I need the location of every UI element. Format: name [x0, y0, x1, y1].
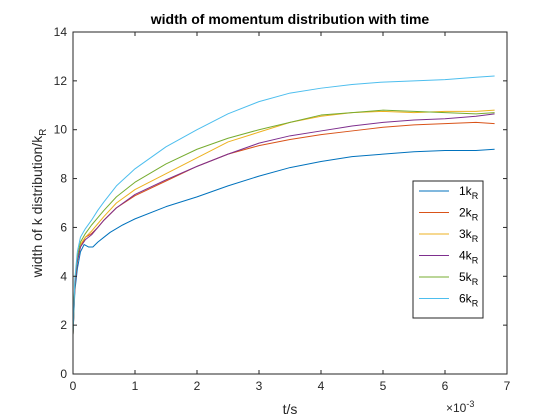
plot-lines	[72, 75, 495, 335]
x-tick-label: 0	[70, 379, 77, 393]
series-line-3	[72, 109, 495, 335]
series-line-6	[72, 75, 495, 335]
x-multiplier-exponent: -3	[466, 399, 474, 409]
y-axis-label-subscript: R	[38, 129, 49, 136]
x-tick-label: 7	[504, 379, 511, 393]
y-tick-label: 10	[54, 123, 68, 137]
legend-box	[412, 180, 484, 319]
y-tick-label: 4	[60, 269, 67, 283]
legend-label-1: 1kR	[459, 184, 479, 201]
y-tick-label: 14	[54, 25, 68, 39]
legend-label-4: 4kR	[459, 249, 479, 266]
y-axis: 0 2 4 6 8 10 12 14	[54, 25, 507, 381]
legend-label-6: 6kR	[459, 292, 479, 309]
y-axis-label: width of k distribution/kR	[29, 129, 49, 279]
series-line-1	[72, 148, 495, 335]
x-tick-label: 5	[380, 379, 387, 393]
series-line-5	[72, 109, 495, 335]
legend-label-3: 3kR	[459, 227, 479, 244]
y-tick-label: 12	[54, 74, 68, 88]
x-axis: 0 1 2 3 4 5 6 7	[70, 32, 511, 393]
y-tick-label: 0	[60, 367, 67, 381]
x-tick-label: 4	[318, 379, 325, 393]
plot-area-frame	[72, 31, 508, 375]
x-axis-label: t/s	[283, 401, 298, 417]
series-line-2	[72, 121, 495, 335]
x-multiplier: ×10-3	[446, 399, 474, 415]
y-tick-label: 6	[60, 220, 67, 234]
legend-label-5: 5kR	[459, 270, 479, 287]
y-tick-label: 2	[60, 318, 67, 332]
legend-label-2: 2kR	[459, 206, 479, 223]
series-line-4	[72, 113, 495, 335]
x-tick-label: 6	[442, 379, 449, 393]
x-tick-label: 2	[194, 379, 201, 393]
x-tick-label: 1	[132, 379, 139, 393]
chart-title: width of momentum distribution with time	[150, 11, 430, 27]
x-tick-label: 3	[256, 379, 263, 393]
x-multiplier-base: ×10	[446, 401, 467, 415]
y-axis-label-text: width of k distribution/k	[29, 135, 45, 279]
y-tick-label: 8	[60, 172, 67, 186]
legend: 1kR 2kR 3kR 4kR 5kR 6kR	[412, 180, 484, 319]
